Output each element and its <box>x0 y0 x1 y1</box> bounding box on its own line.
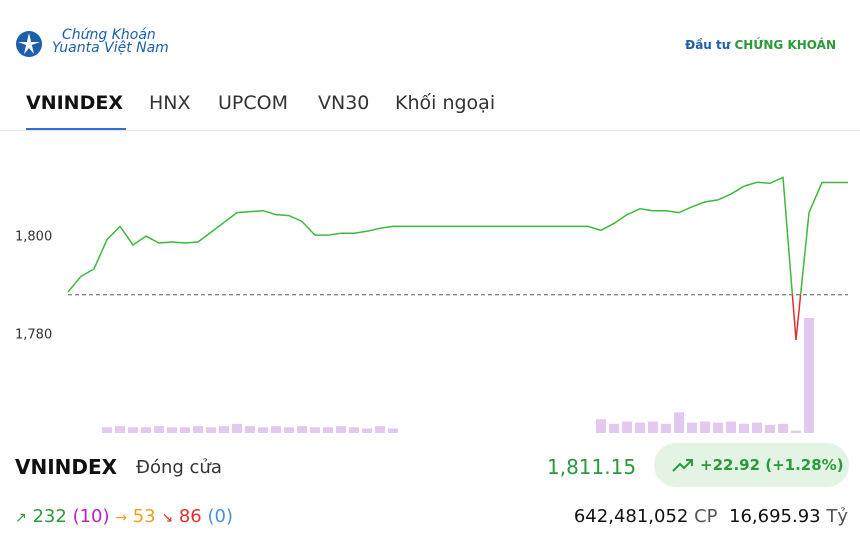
change-badge: +22.92 (+1.28%) <box>654 443 849 487</box>
up-icon: ↗ <box>15 510 27 526</box>
up-arrow <box>672 459 693 472</box>
volume-bar <box>180 427 190 433</box>
chart: 1,800 1,780 <box>15 176 848 433</box>
brand-line: Chứng Khoán <box>62 27 156 43</box>
volume-bar <box>726 421 736 433</box>
value-unit: Tỷ <box>826 506 848 527</box>
partner: Đầu tư CHỨNG KHOÁN <box>685 38 836 52</box>
tab[interactable]: VN30 <box>318 92 370 114</box>
partner-a: Đầu tư <box>685 38 731 52</box>
volume-bar <box>167 427 177 433</box>
down-count: 86 <box>178 506 202 527</box>
volume-bar <box>297 426 307 433</box>
index-name: VNINDEX <box>15 455 118 479</box>
flat-icon: → <box>115 510 127 526</box>
volume-bar <box>141 427 151 433</box>
value: 16,695.93 <box>729 506 821 527</box>
totals: 642,481,052 CP 16,695.93 Tỷ <box>574 506 848 527</box>
y-tick-label: 1,780 <box>15 328 52 343</box>
volume-bar <box>232 423 242 433</box>
volume-bar <box>622 421 632 433</box>
volume-bar <box>362 428 372 433</box>
volume-bar <box>752 422 762 433</box>
volume-bar <box>375 426 385 433</box>
volume-bar <box>245 426 255 433</box>
tab[interactable]: Khối ngoại <box>395 92 496 114</box>
volume-bar <box>310 427 320 433</box>
volume-bar <box>765 424 775 433</box>
volume-bar <box>154 426 164 433</box>
status: Đóng cửa <box>136 457 222 478</box>
volume: 642,481,052 <box>573 506 689 527</box>
tab[interactable]: UPCOM <box>218 92 288 114</box>
volume-bar <box>102 427 112 433</box>
volume-bar <box>336 426 346 433</box>
tab[interactable]: VNINDEX <box>26 92 123 114</box>
volume-bar <box>115 426 125 433</box>
change: +22.92 (+1.28%) <box>700 456 844 474</box>
volume-bar <box>284 427 294 433</box>
down-icon: ↘ <box>161 510 174 526</box>
y-tick-label: 1,800 <box>15 230 52 245</box>
volume-bar <box>349 427 359 433</box>
volume-bar <box>778 423 788 433</box>
logo-icon <box>16 31 42 57</box>
breadth: ↗ 232 (10) → 53 ↘ 86 (0) <box>15 506 233 527</box>
tab-underline <box>26 128 126 130</box>
volume-bar <box>206 427 216 433</box>
volume-bar <box>674 412 684 433</box>
volume-bar <box>219 426 229 433</box>
volume-bar <box>804 318 814 433</box>
volume-bar <box>128 427 138 433</box>
partner-b: CHỨNG KHOÁN <box>734 38 837 52</box>
volume-bar <box>635 422 645 433</box>
volume-bar <box>271 426 281 433</box>
volume-bar <box>596 419 606 433</box>
volume-bar <box>713 422 723 433</box>
volume-bar <box>258 427 268 433</box>
brand: Chứng Khoán Yuanta Việt Nam <box>52 27 169 55</box>
volume-bar <box>661 423 671 433</box>
tab[interactable]: HNX <box>149 92 191 114</box>
volume-bar <box>739 423 749 433</box>
index-line <box>67 176 848 341</box>
volume-bar <box>791 430 801 433</box>
volume-unit: CP <box>694 506 718 527</box>
brand-line: Yuanta Việt Nam <box>52 40 169 56</box>
floor-count: (0) <box>207 506 233 527</box>
volume-bar <box>700 421 710 433</box>
volume-bar <box>687 422 697 433</box>
divider <box>0 130 860 131</box>
volume-bar <box>193 426 203 433</box>
close: 1,811.15 <box>547 455 637 479</box>
up-count: 232 <box>32 506 67 527</box>
volume-bar <box>609 423 619 433</box>
flat-count: 53 <box>132 506 156 527</box>
volume-bar <box>648 421 658 433</box>
volume-bar <box>388 428 398 433</box>
ceiling-count: (10) <box>72 506 110 527</box>
volume-bar <box>323 427 333 433</box>
